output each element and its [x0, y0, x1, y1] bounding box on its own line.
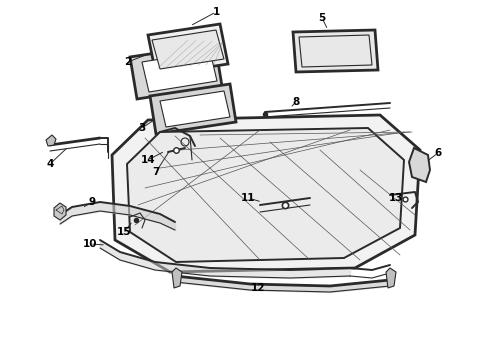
Polygon shape	[152, 30, 224, 69]
Text: 10: 10	[83, 239, 97, 249]
Polygon shape	[172, 268, 182, 288]
Text: 2: 2	[124, 57, 132, 67]
Text: 6: 6	[434, 148, 441, 158]
Polygon shape	[46, 135, 56, 146]
Polygon shape	[293, 30, 378, 72]
Text: 8: 8	[293, 97, 299, 107]
Text: 13: 13	[389, 193, 403, 203]
Polygon shape	[127, 128, 404, 262]
Text: 3: 3	[138, 123, 146, 133]
Polygon shape	[150, 84, 236, 134]
Polygon shape	[142, 51, 217, 92]
Polygon shape	[130, 44, 222, 99]
Text: 15: 15	[117, 227, 131, 237]
Text: 12: 12	[251, 283, 265, 293]
Text: 9: 9	[88, 197, 96, 207]
Polygon shape	[160, 91, 230, 127]
Text: 1: 1	[212, 7, 220, 17]
Text: 14: 14	[141, 155, 155, 165]
Text: 11: 11	[241, 193, 255, 203]
Polygon shape	[386, 268, 396, 288]
Polygon shape	[54, 203, 66, 220]
Polygon shape	[409, 148, 430, 182]
Polygon shape	[112, 115, 420, 272]
Text: 5: 5	[318, 13, 326, 23]
Text: 4: 4	[47, 159, 54, 169]
Polygon shape	[148, 24, 228, 75]
Text: 7: 7	[152, 167, 160, 177]
